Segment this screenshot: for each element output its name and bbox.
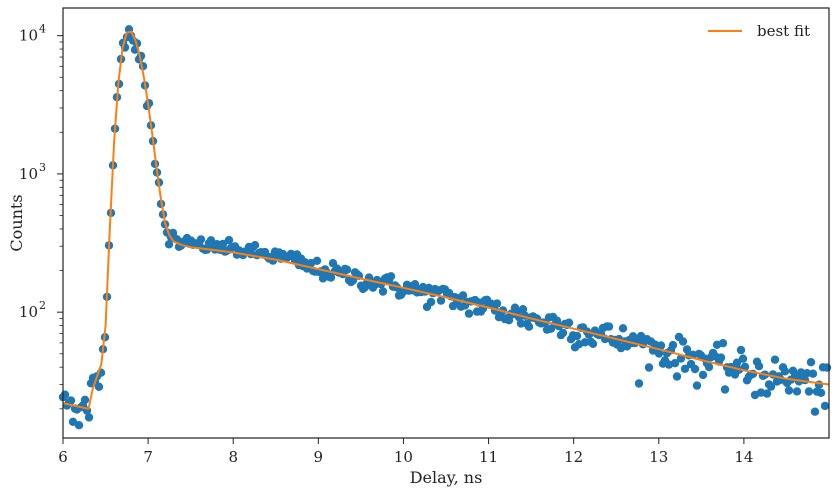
data-point [766, 382, 776, 391]
data-point [704, 362, 714, 372]
best-fit-line [62, 30, 830, 410]
data-point [604, 322, 614, 331]
data-point [492, 299, 502, 308]
data-point [518, 305, 528, 314]
data-point [672, 372, 682, 381]
data-point [572, 331, 582, 341]
data-point [754, 362, 764, 371]
x-tick-label: 12 [564, 448, 583, 466]
x-tick-label: 14 [734, 448, 753, 466]
data-point [342, 265, 352, 274]
y-tick-label: 10 [19, 27, 38, 45]
x-tick-label: 11 [479, 448, 498, 466]
data-point [326, 273, 336, 282]
data-point [458, 291, 468, 300]
data-point [94, 382, 104, 391]
data-point [516, 319, 526, 328]
y-tick-label: 10 [19, 165, 38, 183]
data-point [74, 421, 84, 430]
data-point [822, 363, 832, 372]
data-point [802, 369, 812, 378]
y-tick-label: 10 [19, 303, 38, 321]
data-point [670, 359, 680, 368]
legend-label-best-fit: best fit [757, 22, 810, 40]
data-point [690, 364, 700, 374]
data-point [736, 345, 746, 355]
data-point [84, 413, 94, 422]
data-point [678, 337, 688, 346]
data-point [644, 363, 654, 372]
data-point [564, 318, 574, 327]
data-point [250, 241, 260, 250]
data-point [464, 309, 474, 318]
data-point [524, 322, 534, 331]
x-tick-label: 8 [228, 448, 238, 466]
data-point [224, 235, 234, 245]
data-point [720, 385, 730, 394]
data-point [580, 338, 590, 347]
data-point [780, 367, 790, 376]
data-point [762, 389, 772, 398]
data-point [692, 381, 702, 390]
data-point [558, 328, 568, 338]
data-point [656, 341, 666, 350]
data-point [588, 339, 598, 348]
data-point [716, 353, 726, 362]
data-point [738, 354, 748, 363]
y-axis-label: Counts [7, 194, 26, 251]
y-tick-exponent: 2 [39, 299, 46, 312]
data-point [66, 396, 76, 405]
data-point [770, 355, 780, 364]
data-point [792, 387, 802, 396]
data-point [504, 316, 514, 325]
data-point [386, 272, 396, 281]
data-point [698, 370, 708, 380]
data-point [436, 296, 446, 305]
data-point [806, 358, 816, 367]
data-point [810, 407, 820, 416]
data-point [218, 239, 228, 249]
data-point [668, 340, 678, 350]
data-point [784, 386, 794, 395]
data-point [718, 339, 728, 348]
data-point [808, 369, 818, 378]
data-point [196, 235, 206, 244]
data-point [80, 395, 90, 404]
x-axis-label: Delay, ns [410, 468, 483, 487]
data-point [804, 387, 814, 396]
x-tick-label: 7 [143, 448, 153, 466]
scatter-points [58, 25, 832, 430]
data-point [740, 362, 750, 371]
y-tick-exponent: 3 [39, 161, 46, 174]
data-point [732, 358, 742, 367]
data-point [654, 349, 664, 358]
data-point [164, 240, 174, 249]
fit-line-layer [62, 30, 830, 410]
legend: best fit [708, 22, 810, 40]
data-point [618, 324, 628, 333]
data-point [820, 401, 830, 411]
data-point [60, 390, 70, 399]
data-point [312, 256, 322, 265]
data-point [378, 287, 388, 296]
data-point [634, 379, 644, 388]
x-tick-label: 9 [314, 448, 324, 466]
x-tick-label: 13 [649, 448, 668, 466]
data-point [426, 297, 436, 307]
y-tick-exponent: 4 [39, 23, 46, 36]
plot-frame [62, 7, 830, 439]
data-point [816, 388, 826, 397]
x-tick-label: 6 [58, 448, 68, 466]
data-point [680, 364, 690, 373]
x-tick-label: 10 [394, 448, 413, 466]
